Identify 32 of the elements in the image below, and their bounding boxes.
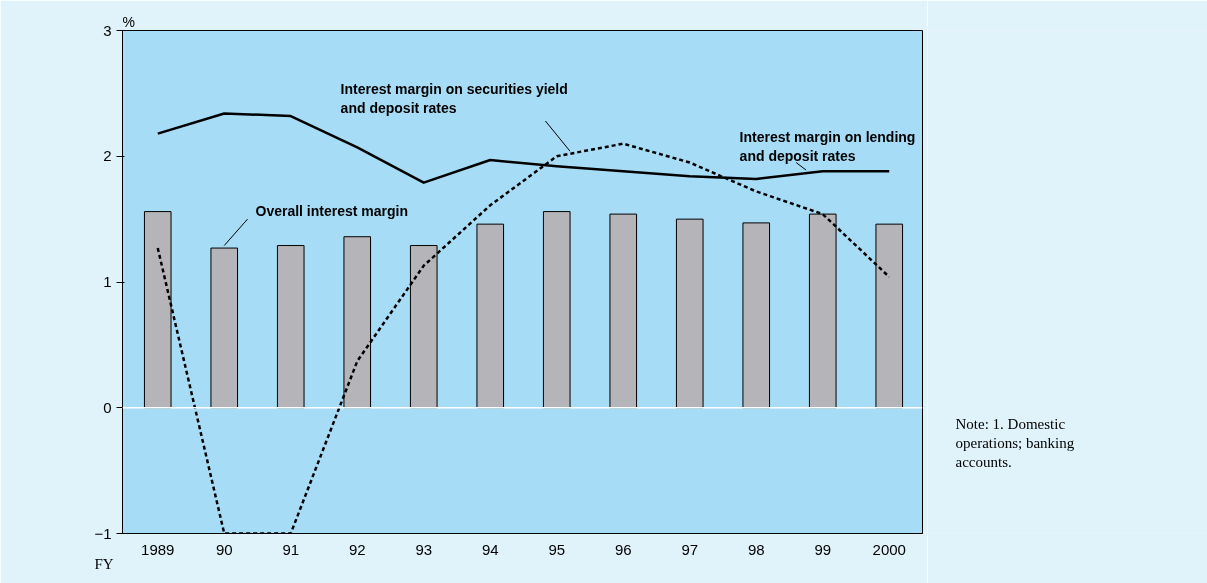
text: Interest margin on securities yield and deposit rates [340, 80, 568, 116]
x-tick-label: 95 [548, 540, 566, 558]
bar [409, 245, 438, 409]
x-tick-label: 99 [814, 540, 832, 558]
bar [675, 218, 704, 409]
bar [276, 245, 305, 409]
bar [476, 223, 505, 409]
bar [343, 236, 372, 409]
text: Note: 1. Domestic operations; banking accounts. [955, 415, 1075, 471]
bar [542, 211, 571, 409]
bar [808, 213, 837, 409]
x-axis-title: FY [94, 555, 114, 572]
y-tick-label: −1 [94, 524, 112, 542]
x-tick-label: 93 [415, 540, 433, 558]
series-label: Interest margin on lending and deposit rates [739, 128, 916, 164]
bar [609, 213, 638, 409]
x-tick-label: 2000 [872, 540, 906, 558]
bar [742, 222, 771, 409]
x-tick-label: 91 [282, 540, 300, 558]
y-tick-label: 1 [103, 273, 112, 290]
series-label: Overall interest margin [255, 202, 409, 219]
x-tick-label: 97 [681, 540, 699, 558]
x-tick-label: 98 [747, 540, 765, 558]
x-tick-label: 1989 [141, 540, 175, 558]
x-tick-label: 94 [481, 540, 499, 558]
x-tick-label: 90 [215, 540, 233, 558]
y-axis-title: % [122, 13, 135, 30]
x-tick-label: 92 [348, 540, 366, 558]
y-tick-label: 3 [103, 21, 112, 39]
y-tick-label: 2 [103, 147, 112, 165]
x-tick-label: 96 [614, 540, 632, 558]
y-tick-label: 0 [103, 398, 112, 416]
